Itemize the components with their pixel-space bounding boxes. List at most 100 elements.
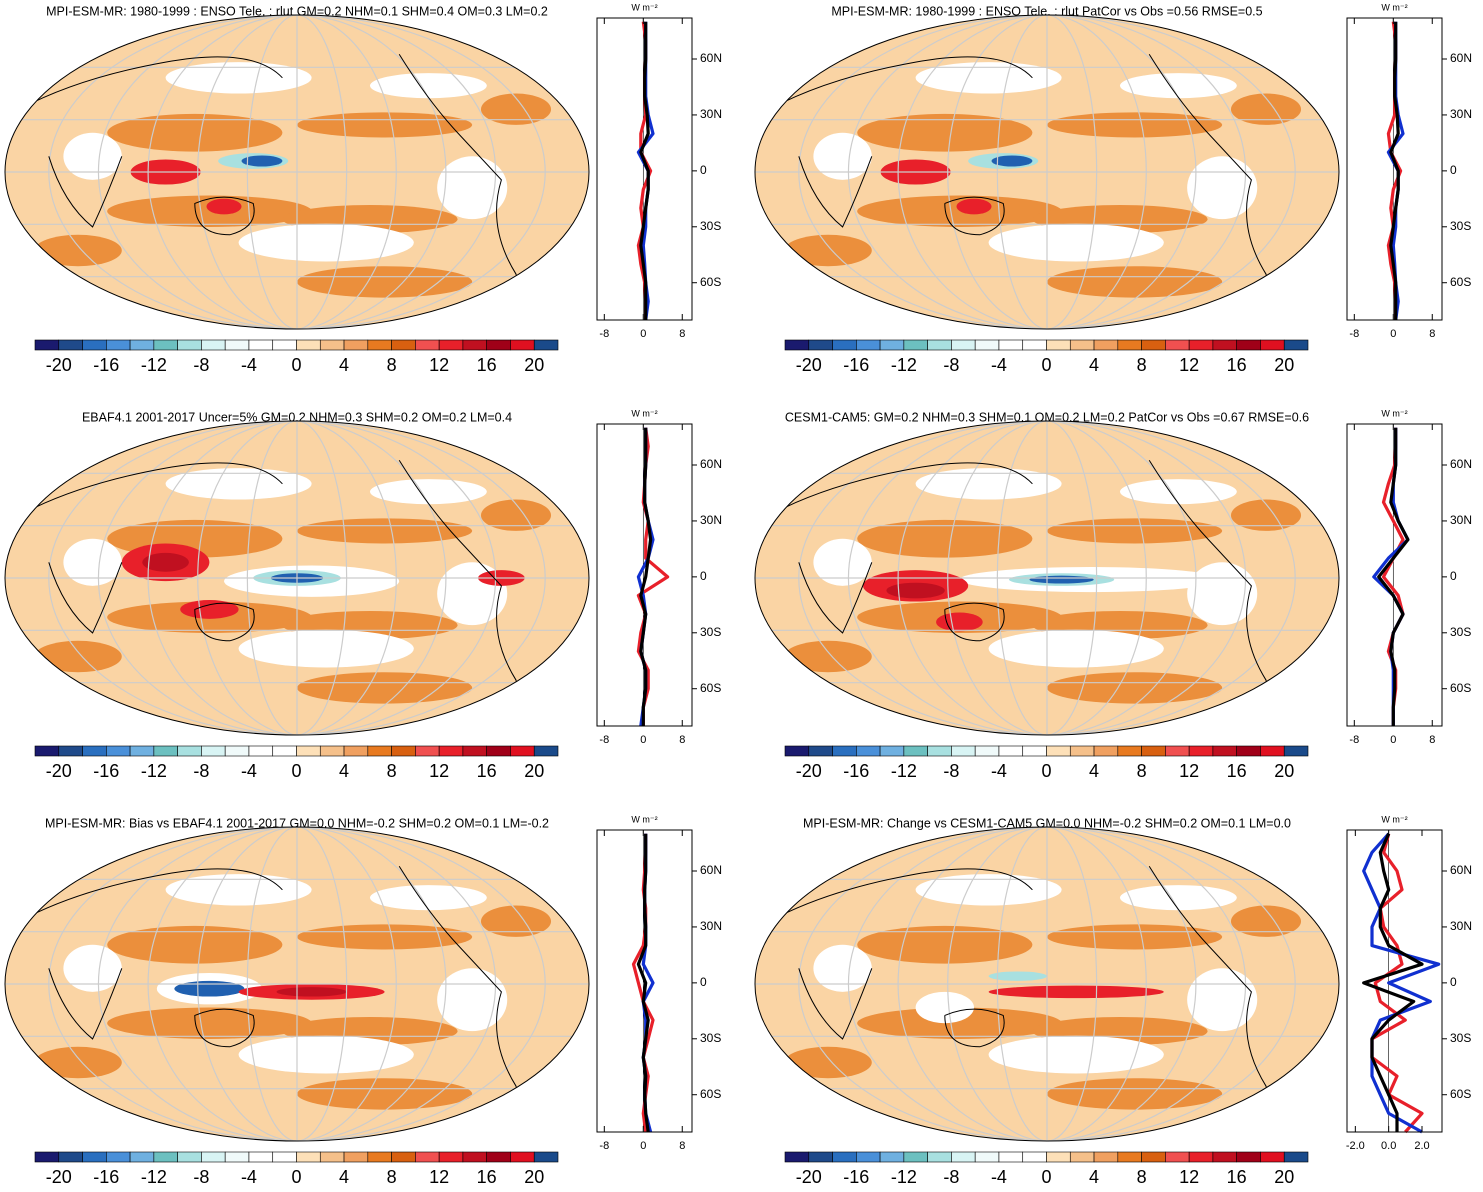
map-patch bbox=[857, 1007, 1062, 1039]
colorbar-label: -16 bbox=[843, 761, 869, 781]
colorbar-label: 0 bbox=[291, 1167, 301, 1187]
map-patch bbox=[988, 971, 1047, 981]
colorbar-box bbox=[951, 1151, 976, 1163]
map-patch bbox=[480, 93, 552, 125]
colorbar-box bbox=[856, 745, 881, 757]
x-tick-label: -8 bbox=[599, 1140, 609, 1152]
colorbar-box bbox=[272, 1151, 297, 1163]
colorbar-box bbox=[784, 1151, 810, 1163]
map bbox=[5, 421, 589, 735]
map-meridian bbox=[947, 421, 1147, 735]
map-meridian bbox=[847, 15, 1247, 329]
colorbar-box bbox=[224, 745, 250, 757]
colorbar-label: 4 bbox=[339, 761, 349, 781]
colorbar-box bbox=[927, 745, 952, 757]
map-meridian bbox=[897, 421, 1197, 735]
coastline bbox=[1148, 459, 1273, 712]
map-meridian bbox=[996, 827, 1098, 1141]
colorbar-box bbox=[1069, 339, 1095, 351]
colorbar-label: -20 bbox=[46, 761, 72, 781]
map-title: MPI-ESM-MR: 1980-1999 : ENSO Tele. : rlu… bbox=[46, 4, 548, 18]
map-patch bbox=[1047, 672, 1223, 704]
y-tick-label: 60N bbox=[700, 457, 722, 471]
colorbar-box bbox=[832, 339, 857, 351]
colorbar-box bbox=[1069, 1151, 1095, 1163]
map-patch bbox=[988, 223, 1164, 262]
profile-frame bbox=[596, 829, 693, 1133]
map-patch bbox=[1047, 924, 1223, 950]
colorbar-label: -16 bbox=[93, 1167, 119, 1187]
x-tick-label: 8 bbox=[1429, 328, 1435, 340]
colorbar-label: -4 bbox=[991, 761, 1007, 781]
profile-frame bbox=[1346, 423, 1443, 727]
colorbar-box bbox=[1260, 1151, 1285, 1163]
colorbar-box bbox=[248, 745, 274, 757]
colorbar-label: -12 bbox=[141, 355, 167, 375]
colorbar-box bbox=[486, 745, 511, 757]
x-tick-label: 0 bbox=[1390, 328, 1396, 340]
colorbar-label: -16 bbox=[93, 761, 119, 781]
colorbar-label: 12 bbox=[1179, 355, 1199, 375]
colorbar-box bbox=[272, 745, 297, 757]
y-tick-label: 60S bbox=[700, 681, 721, 695]
colorbar-box bbox=[319, 339, 345, 351]
colorbar-label: 12 bbox=[429, 355, 449, 375]
y-tick-label: 60N bbox=[700, 51, 722, 65]
colorbar-box bbox=[1283, 339, 1309, 351]
map-patch bbox=[813, 538, 872, 586]
map-patch bbox=[297, 672, 473, 704]
map-outline bbox=[4, 14, 590, 330]
map-meridian bbox=[97, 827, 497, 1141]
colorbar-box bbox=[343, 745, 369, 757]
colorbar-box bbox=[784, 745, 810, 757]
colorbar-box bbox=[343, 1151, 369, 1163]
colorbar-box bbox=[1236, 745, 1261, 757]
colorbar-label: 4 bbox=[339, 355, 349, 375]
coastline bbox=[398, 459, 523, 712]
colorbar-label: 20 bbox=[1274, 761, 1294, 781]
colorbar-label: -12 bbox=[891, 1167, 917, 1187]
profile-line bbox=[1362, 832, 1441, 1134]
map-meridian bbox=[97, 15, 497, 329]
colorbar-label: 8 bbox=[1137, 761, 1147, 781]
colorbar-box bbox=[951, 339, 976, 351]
colorbar-box bbox=[856, 1151, 881, 1163]
coastline bbox=[194, 1008, 255, 1048]
map-patch bbox=[813, 944, 872, 992]
colorbar-box bbox=[153, 1151, 178, 1163]
colorbar-box bbox=[201, 745, 226, 757]
map-meridian bbox=[798, 421, 1296, 735]
unit-label: W m⁻² bbox=[1381, 814, 1407, 824]
y-tick-label: 60S bbox=[700, 1087, 721, 1101]
colorbar-box bbox=[34, 1151, 60, 1163]
x-tick-label: 0 bbox=[640, 734, 646, 746]
colorbar-box bbox=[248, 1151, 274, 1163]
y-tick-label: 0 bbox=[1450, 163, 1457, 177]
y-tick-label: 60N bbox=[1450, 51, 1472, 65]
colorbar-label: 12 bbox=[1179, 1167, 1199, 1187]
colorbar-label: -20 bbox=[796, 355, 822, 375]
map-patch bbox=[813, 132, 872, 180]
coastline bbox=[19, 462, 283, 634]
colorbar-box bbox=[1188, 339, 1214, 351]
colorbar-box bbox=[1046, 745, 1071, 757]
y-tick-label: 30S bbox=[700, 219, 721, 233]
colorbar-label: -12 bbox=[141, 761, 167, 781]
colorbar-box bbox=[856, 339, 881, 351]
map-patch bbox=[480, 905, 552, 937]
colorbar-box bbox=[106, 1151, 131, 1163]
map-outline bbox=[754, 14, 1340, 330]
colorbar-box bbox=[248, 339, 274, 351]
y-tick-label: 0 bbox=[1450, 975, 1457, 989]
colorbar-label: 0 bbox=[1041, 355, 1051, 375]
colorbar-box bbox=[974, 339, 1000, 351]
map-meridian bbox=[147, 827, 447, 1141]
colorbar-box bbox=[951, 745, 976, 757]
coastline bbox=[19, 56, 283, 228]
colorbar-box bbox=[1022, 745, 1047, 757]
colorbar-label: 8 bbox=[387, 1167, 397, 1187]
colorbar-box bbox=[903, 339, 928, 351]
colorbar-label: -4 bbox=[241, 1167, 257, 1187]
colorbar-box bbox=[106, 339, 131, 351]
